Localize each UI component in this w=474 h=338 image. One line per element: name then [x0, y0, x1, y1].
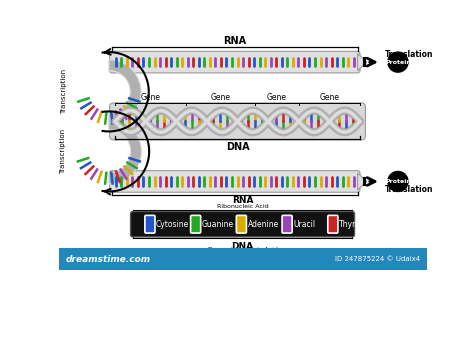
Text: Transcription: Transcription [60, 129, 66, 174]
FancyBboxPatch shape [145, 215, 155, 233]
PathPatch shape [109, 60, 141, 124]
Bar [59, 248, 427, 270]
Text: Thymine: Thymine [339, 220, 372, 229]
Text: DNA: DNA [226, 142, 249, 152]
Text: Transcription: Transcription [61, 69, 67, 114]
Polygon shape [357, 173, 367, 190]
Text: Gene: Gene [141, 93, 161, 102]
Text: DNA: DNA [231, 242, 254, 251]
FancyBboxPatch shape [191, 215, 201, 233]
Text: Gene: Gene [210, 93, 230, 102]
Text: Deoxyribonucleic Acid: Deoxyribonucleic Acid [208, 247, 277, 252]
Text: Adenine: Adenine [247, 220, 279, 229]
Text: Protein: Protein [385, 179, 411, 184]
PathPatch shape [109, 119, 141, 184]
Text: Translation: Translation [385, 50, 433, 59]
Text: Ribonucleic Acid: Ribonucleic Acid [217, 204, 268, 209]
Text: RNA: RNA [232, 196, 253, 206]
FancyBboxPatch shape [130, 212, 355, 237]
FancyBboxPatch shape [282, 215, 292, 233]
FancyBboxPatch shape [109, 171, 360, 192]
Text: Uracil: Uracil [293, 220, 315, 229]
Text: Cytosine: Cytosine [156, 220, 190, 229]
Text: Guanine: Guanine [202, 220, 234, 229]
FancyBboxPatch shape [328, 215, 338, 233]
Text: RNA: RNA [223, 36, 246, 46]
Circle shape [388, 52, 408, 72]
Text: Translation: Translation [385, 185, 433, 194]
Text: dreamstime.com: dreamstime.com [65, 255, 151, 264]
Text: Protein: Protein [385, 59, 411, 65]
Circle shape [388, 171, 408, 192]
FancyBboxPatch shape [109, 51, 360, 73]
Text: ID 247875224 © Udaix4: ID 247875224 © Udaix4 [335, 256, 420, 262]
FancyBboxPatch shape [237, 215, 246, 233]
Text: Gene: Gene [267, 93, 287, 102]
Text: Gene: Gene [319, 93, 339, 102]
Polygon shape [357, 54, 367, 71]
FancyBboxPatch shape [109, 103, 365, 140]
